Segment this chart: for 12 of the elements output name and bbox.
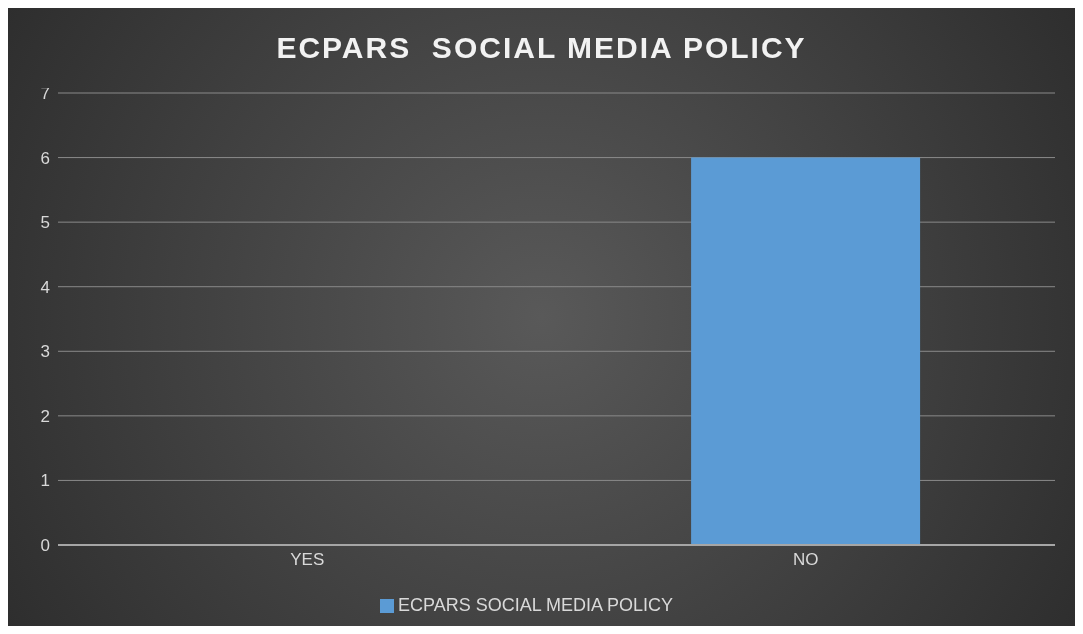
y-tick-label: 7 (40, 84, 50, 104)
y-tick-label: 4 (40, 277, 50, 297)
y-tick-label: 3 (40, 342, 50, 362)
legend-label: ECPARS SOCIAL MEDIA POLICY (397, 595, 674, 615)
y-tick-label: 1 (40, 471, 50, 491)
y-tick-label: 6 (40, 148, 50, 168)
y-tick-label: 2 (40, 406, 50, 426)
y-tick-label: 0 (40, 536, 50, 556)
x-tick-label: NO (793, 550, 819, 570)
chart-title: ECPARS SOCIAL MEDIA POLICY (276, 31, 807, 64)
y-tick-label: 5 (40, 213, 50, 233)
x-tick-label: YES (290, 550, 325, 570)
